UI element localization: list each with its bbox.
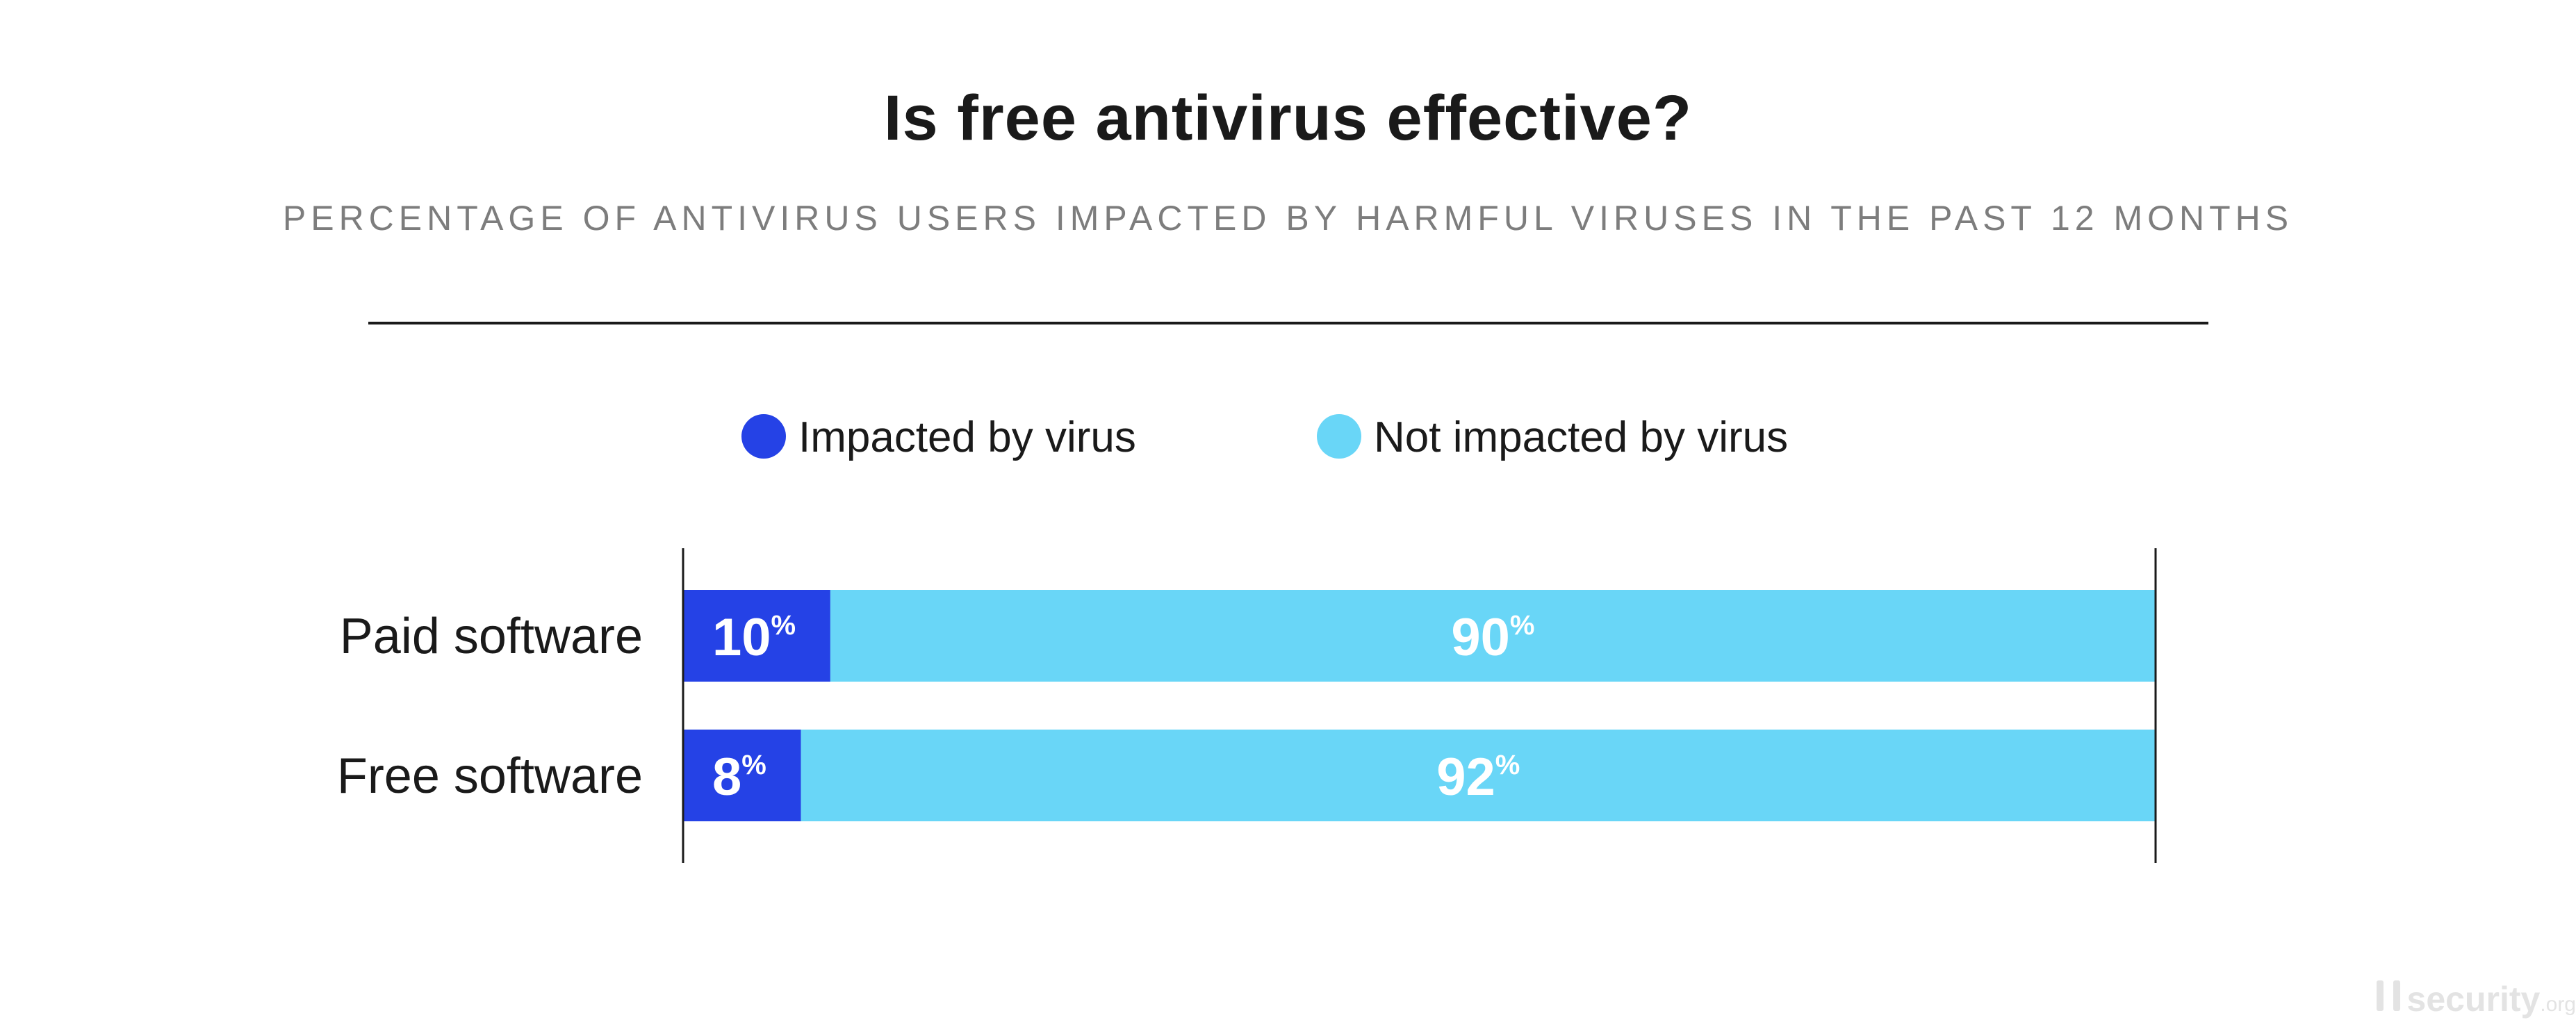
legend-label-1: Impacted by virus bbox=[798, 413, 1136, 461]
legend-swatch-1 bbox=[741, 414, 786, 459]
chart-bars: Paid software 10% 90%Free software 8% 92% bbox=[337, 590, 2156, 821]
chart-subtitle: PERCENTAGE OF ANTIVIRUS USERS IMPACTED B… bbox=[282, 199, 2294, 238]
watermark-logo: security .org bbox=[2376, 979, 2576, 1019]
watermark-tld: .org bbox=[2540, 993, 2576, 1016]
bar-segment bbox=[683, 730, 801, 821]
chart-title: Is free antivirus effective? bbox=[883, 83, 1693, 154]
chart-axes bbox=[682, 548, 2157, 863]
bar-segment bbox=[801, 730, 2156, 821]
security-org-logo-icon bbox=[2376, 980, 2400, 1011]
category-label: Paid software bbox=[340, 609, 643, 664]
title-divider bbox=[368, 322, 2208, 324]
watermark-name: security bbox=[2406, 980, 2541, 1019]
legend-swatch-2 bbox=[1317, 414, 1361, 459]
category-label: Free software bbox=[337, 748, 643, 804]
chart-legend: Impacted by virus Not impacted by virus bbox=[741, 413, 1788, 461]
bar-segment bbox=[830, 590, 2156, 682]
legend-label-2: Not impacted by virus bbox=[1374, 413, 1788, 461]
bar-segment bbox=[683, 590, 830, 682]
